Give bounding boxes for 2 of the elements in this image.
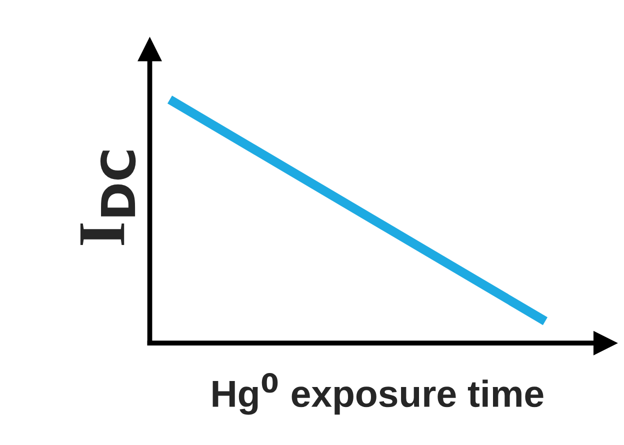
y-axis-title: I$_{DC}$ bbox=[80, 150, 136, 245]
x-axis-title: Hg$^{0}$ exposure time bbox=[212, 372, 544, 415]
